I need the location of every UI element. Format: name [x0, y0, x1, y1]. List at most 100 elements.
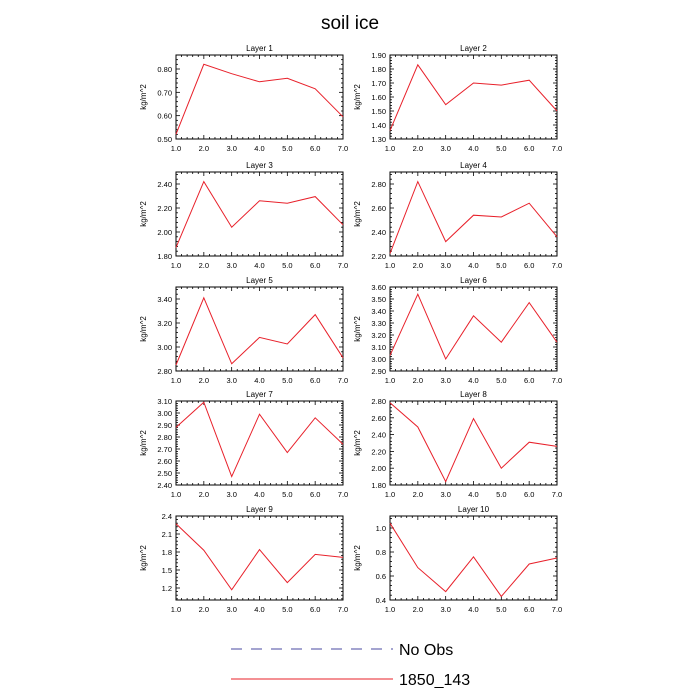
x-tick-label: 1.0	[171, 490, 181, 499]
y-tick-label: 3.10	[157, 397, 172, 406]
panel-9: Layer 9 kg/m^2 1.0 2.0 3.0 4.0 5.0 6.0 7.0 1.2 1.5…	[139, 505, 348, 614]
series-line	[175, 296, 344, 366]
x-tick-label: 7.0	[338, 605, 348, 614]
y-tick-label: 3.20	[371, 331, 386, 340]
y-tick-label: 2.40	[157, 481, 172, 490]
y-tick-label: 1.30	[371, 135, 386, 144]
plot-frame	[389, 515, 558, 601]
x-tick-label: 2.0	[413, 605, 423, 614]
x-tick-label: 2.0	[413, 376, 423, 385]
y-tick-label: 2.00	[157, 228, 172, 237]
plot-frame	[389, 54, 558, 140]
y-tick-label: 3.00	[157, 343, 172, 352]
series-line	[175, 63, 344, 135]
panel-8: Layer 8 kg/m^2 1.0 2.0 3.0 4.0 5.0 6.0 7.0 1.80 2.…	[353, 390, 562, 499]
panel-5: Layer 5 kg/m^2 1.0 2.0 3.0 4.0 5.0 6.0 7.0 2.80 3.…	[139, 276, 348, 385]
y-tick-label: 0.60	[157, 112, 172, 121]
x-tick-label: 5.0	[282, 376, 292, 385]
panel-title: Layer 6	[460, 276, 487, 285]
x-tick-label: 6.0	[524, 490, 534, 499]
y-tick-label: 2.80	[371, 397, 386, 406]
series-line	[389, 522, 558, 598]
x-tick-label: 3.0	[440, 605, 450, 614]
y-tick-label: 2.50	[157, 469, 172, 478]
y-tick-label: 3.60	[371, 283, 386, 292]
y-tick-label: 1.8	[162, 548, 172, 557]
x-tick-label: 4.0	[468, 605, 478, 614]
x-tick-label: 5.0	[496, 144, 506, 153]
x-tick-label: 3.0	[440, 376, 450, 385]
x-tick-label: 1.0	[385, 605, 395, 614]
x-tick-label: 4.0	[254, 261, 264, 270]
y-tick-label: 3.40	[371, 307, 386, 316]
panel-7: Layer 7 kg/m^2 1.0 2.0 3.0 4.0 5.0 6.0 7.0 2.40 2.…	[139, 390, 348, 499]
x-tick-label: 3.0	[226, 490, 236, 499]
y-tick-label: 2.20	[157, 204, 172, 213]
y-tick-label: 2.90	[157, 421, 172, 430]
y-tick-label: 1.80	[157, 252, 172, 261]
y-tick-label: 2.80	[371, 180, 386, 189]
y-tick-label: 2.40	[157, 180, 172, 189]
x-tick-label: 7.0	[338, 376, 348, 385]
plot-frame	[175, 286, 344, 372]
y-axis-label: kg/m^2	[139, 84, 148, 110]
series-line	[175, 401, 344, 478]
x-tick-label: 6.0	[310, 376, 320, 385]
x-tick-label: 4.0	[468, 261, 478, 270]
x-tick-label: 4.0	[254, 144, 264, 153]
x-tick-label: 2.0	[199, 490, 209, 499]
panel-1: Layer 1 kg/m^2 1.0 2.0 3.0 4.0 5.0 6.0 7.0 0.50 0.…	[139, 44, 348, 153]
x-tick-label: 7.0	[338, 261, 348, 270]
x-tick-label: 4.0	[254, 376, 264, 385]
y-tick-label: 2.40	[371, 431, 386, 440]
x-tick-label: 6.0	[524, 376, 534, 385]
y-tick-label: 3.10	[371, 343, 386, 352]
y-tick-label: 3.50	[371, 295, 386, 304]
x-tick-label: 6.0	[310, 144, 320, 153]
x-tick-label: 7.0	[338, 490, 348, 499]
y-tick-label: 1.5	[162, 566, 172, 575]
y-axis-label: kg/m^2	[139, 316, 148, 342]
x-tick-label: 6.0	[310, 261, 320, 270]
y-axis-label: kg/m^2	[353, 201, 362, 227]
x-tick-label: 1.0	[385, 490, 395, 499]
x-tick-label: 5.0	[282, 144, 292, 153]
x-tick-label: 3.0	[440, 144, 450, 153]
x-tick-label: 3.0	[226, 605, 236, 614]
y-tick-label: 2.4	[162, 512, 172, 521]
y-tick-label: 1.40	[371, 121, 386, 130]
x-tick-label: 2.0	[199, 605, 209, 614]
y-axis-label: kg/m^2	[139, 545, 148, 571]
x-tick-label: 1.0	[171, 144, 181, 153]
series-line	[175, 523, 344, 591]
panel-2: Layer 2 kg/m^2 1.0 2.0 3.0 4.0 5.0 6.0 7.0 1.30 1.…	[353, 44, 562, 153]
y-tick-label: 1.80	[371, 65, 386, 74]
x-tick-label: 6.0	[310, 605, 320, 614]
x-tick-label: 2.0	[199, 144, 209, 153]
y-tick-label: 2.70	[157, 445, 172, 454]
legend-label-2: 1850_143	[399, 672, 470, 689]
x-tick-label: 7.0	[552, 376, 562, 385]
x-tick-label: 2.0	[413, 144, 423, 153]
y-tick-label: 3.30	[371, 319, 386, 328]
x-tick-label: 5.0	[282, 605, 292, 614]
y-tick-label: 0.8	[376, 548, 386, 557]
y-tick-label: 1.70	[371, 79, 386, 88]
x-tick-label: 4.0	[468, 144, 478, 153]
x-tick-label: 1.0	[385, 144, 395, 153]
y-tick-label: 1.80	[371, 481, 386, 490]
y-tick-label: 1.50	[371, 107, 386, 116]
panel-10: Layer 10 kg/m^2 1.0 2.0 3.0 4.0 5.0 6.0 7.0 0.4 0.…	[353, 505, 562, 614]
plot-frame	[175, 54, 344, 140]
x-tick-label: 2.0	[199, 376, 209, 385]
x-tick-label: 3.0	[226, 376, 236, 385]
y-tick-label: 0.6	[376, 572, 386, 581]
panels-group: Layer 1 kg/m^2 1.0 2.0 3.0 4.0 5.0 6.0 7.0 0.50 0.…	[139, 44, 562, 614]
x-tick-label: 1.0	[385, 261, 395, 270]
panel-title: Layer 9	[246, 505, 273, 514]
x-tick-label: 4.0	[254, 490, 264, 499]
x-tick-label: 5.0	[496, 605, 506, 614]
x-tick-label: 5.0	[282, 261, 292, 270]
